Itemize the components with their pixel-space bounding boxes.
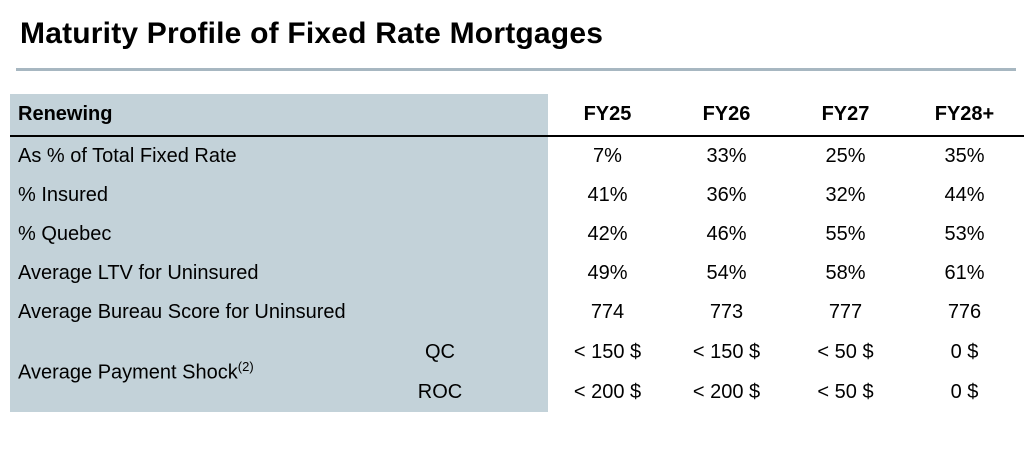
page-title: Maturity Profile of Fixed Rate Mortgages: [20, 17, 604, 50]
row-label: As % of Total Fixed Rate: [10, 137, 548, 176]
column-header-fy27: FY27: [821, 103, 870, 125]
payment-shock-label-cell: Average Payment Shock(2) QC ROC: [10, 332, 548, 412]
table-cell: 36%: [706, 184, 747, 206]
table-cell: 32%: [825, 184, 866, 206]
table-cell: 7%: [593, 145, 622, 167]
row-values-roc: < 200 $ < 200 $ < 50 $ 0 $: [548, 372, 1024, 412]
maturity-profile-table: Renewing FY25 FY26 FY27 FY28+ As % of To…: [10, 94, 1024, 412]
table-row: Average Bureau Score for Uninsured 774 7…: [10, 293, 1024, 332]
row-label: Average Bureau Score for Uninsured: [10, 293, 548, 332]
table-cell: 776: [947, 301, 982, 323]
table-cell: 774: [590, 301, 625, 323]
table-cell: 61%: [944, 262, 985, 284]
table-cell: 0 $: [950, 380, 979, 403]
row-label: Average LTV for Uninsured: [10, 254, 548, 293]
table-cell: 54%: [706, 262, 747, 284]
table-cell: 42%: [587, 223, 628, 245]
table-cell: < 200 $: [692, 380, 761, 403]
table-cell: 0 $: [950, 340, 979, 363]
column-header-fy28plus: FY28+: [934, 103, 995, 125]
table-row: As % of Total Fixed Rate 7% 33% 25% 35%: [10, 137, 1024, 176]
table-cell: < 150 $: [692, 340, 761, 363]
title-divider: [16, 68, 1016, 71]
table-row: % Quebec 42% 46% 55% 53%: [10, 215, 1024, 254]
row-values: 41% 36% 32% 44%: [548, 176, 1024, 215]
header-columns: FY25 FY26 FY27 FY28+: [548, 94, 1024, 135]
corner-label: Renewing: [18, 103, 113, 125]
payment-shock-sublabels: QC ROC: [380, 332, 500, 412]
table-cell: < 200 $: [573, 380, 642, 403]
table-cell: 777: [828, 301, 863, 323]
payment-shock-row: Average Payment Shock(2) QC ROC < 150 $ …: [10, 332, 1024, 412]
table-cell: 55%: [825, 223, 866, 245]
row-values: 42% 46% 55% 53%: [548, 215, 1024, 254]
row-values: 774 773 777 776: [548, 293, 1024, 332]
column-header-fy26: FY26: [702, 103, 751, 125]
table-cell: 773: [709, 301, 744, 323]
row-values-qc: < 150 $ < 150 $ < 50 $ 0 $: [548, 332, 1024, 372]
table-cell: 44%: [944, 184, 985, 206]
table-cell: 58%: [825, 262, 866, 284]
table-cell: < 150 $: [573, 340, 642, 363]
table-cell: 41%: [587, 184, 628, 206]
payment-shock-values: < 150 $ < 150 $ < 50 $ 0 $ < 200 $ < 200…: [548, 332, 1024, 412]
row-values: 49% 54% 58% 61%: [548, 254, 1024, 293]
table-cell: 46%: [706, 223, 747, 245]
header-corner-cell: Renewing: [10, 94, 548, 135]
row-label: % Insured: [10, 176, 548, 215]
table-cell: 49%: [587, 262, 628, 284]
table-row: % Insured 41% 36% 32% 44%: [10, 176, 1024, 215]
table-header-row: Renewing FY25 FY26 FY27 FY28+: [10, 94, 1024, 137]
sublabel-roc: ROC: [417, 380, 463, 403]
table-cell: 33%: [706, 145, 747, 167]
row-values: 7% 33% 25% 35%: [548, 137, 1024, 176]
table-cell: 35%: [944, 145, 985, 167]
sublabel-qc: QC: [425, 340, 455, 363]
table-cell: 25%: [825, 145, 866, 167]
table-cell: < 50 $: [817, 340, 874, 363]
payment-shock-label: Average Payment Shock(2): [18, 359, 254, 384]
column-header-fy25: FY25: [583, 103, 632, 125]
table-cell: 53%: [944, 223, 985, 245]
row-label: % Quebec: [10, 215, 548, 254]
table-cell: < 50 $: [817, 380, 874, 403]
table-row: Average LTV for Uninsured 49% 54% 58% 61…: [10, 254, 1024, 293]
footnote-marker: (2): [237, 359, 254, 375]
